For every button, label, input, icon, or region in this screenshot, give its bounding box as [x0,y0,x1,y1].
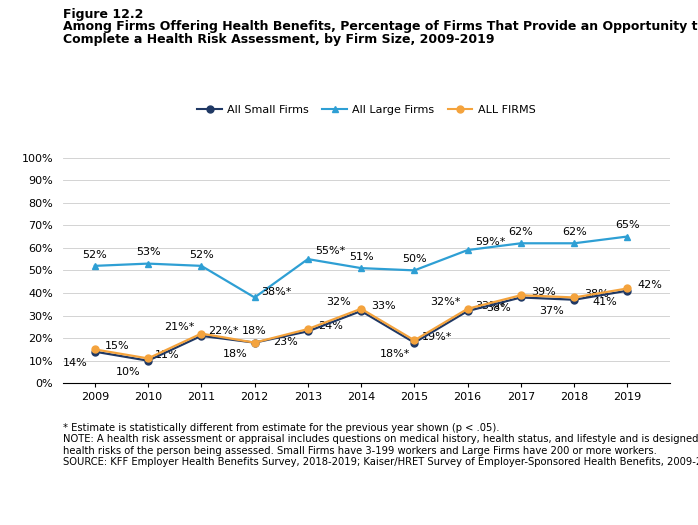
Text: 18%*: 18%* [380,349,410,359]
Text: 38%: 38% [487,303,511,313]
Text: NOTE: A health risk assessment or appraisal includes questions on medical histor: NOTE: A health risk assessment or apprai… [63,434,698,444]
Text: health risks of the person being assessed. Small Firms have 3-199 workers and La: health risks of the person being assesse… [63,446,657,456]
Text: 55%*: 55%* [315,246,346,256]
Text: 52%: 52% [189,249,214,259]
Text: Among Firms Offering Health Benefits, Percentage of Firms That Provide an Opport: Among Firms Offering Health Benefits, Pe… [63,20,698,33]
Text: SOURCE: KFF Employer Health Benefits Survey, 2018-2019; Kaiser/HRET Survey of Em: SOURCE: KFF Employer Health Benefits Sur… [63,457,698,467]
Text: 32%*: 32%* [430,298,461,308]
Text: 65%: 65% [615,220,640,230]
Text: 23%: 23% [273,337,298,347]
Text: 51%: 51% [349,252,373,262]
Text: 62%: 62% [509,227,533,237]
Text: 39%: 39% [530,287,556,297]
Text: 53%: 53% [135,247,161,257]
Text: 10%: 10% [117,366,141,376]
Text: 19%*: 19%* [422,332,452,342]
Text: 38%: 38% [584,289,609,299]
Text: 42%: 42% [637,280,662,290]
Text: 38%*: 38%* [262,287,292,297]
Text: 11%: 11% [155,350,180,361]
Text: 21%*: 21%* [164,322,194,332]
Text: 59%*: 59%* [475,236,505,247]
Text: 37%: 37% [540,306,565,316]
Text: Complete a Health Risk Assessment, by Firm Size, 2009-2019: Complete a Health Risk Assessment, by Fi… [63,33,494,46]
Text: 62%: 62% [562,227,586,237]
Text: 32%: 32% [327,298,351,308]
Text: 18%: 18% [242,326,267,337]
Text: 24%: 24% [318,321,343,331]
Text: 50%: 50% [402,254,426,264]
Text: 41%: 41% [593,297,618,307]
Text: 14%: 14% [63,358,88,368]
Text: 52%: 52% [82,249,107,259]
Text: 22%*: 22%* [208,326,239,335]
Text: * Estimate is statistically different from estimate for the previous year shown : * Estimate is statistically different fr… [63,423,499,433]
Text: 15%: 15% [105,341,129,351]
Text: Figure 12.2: Figure 12.2 [63,8,143,21]
Text: 33%: 33% [371,301,396,311]
Text: 33%*: 33%* [475,301,505,311]
Legend: All Small Firms, All Large Firms, ALL FIRMS: All Small Firms, All Large Firms, ALL FI… [193,100,540,120]
Text: 18%: 18% [223,349,248,359]
